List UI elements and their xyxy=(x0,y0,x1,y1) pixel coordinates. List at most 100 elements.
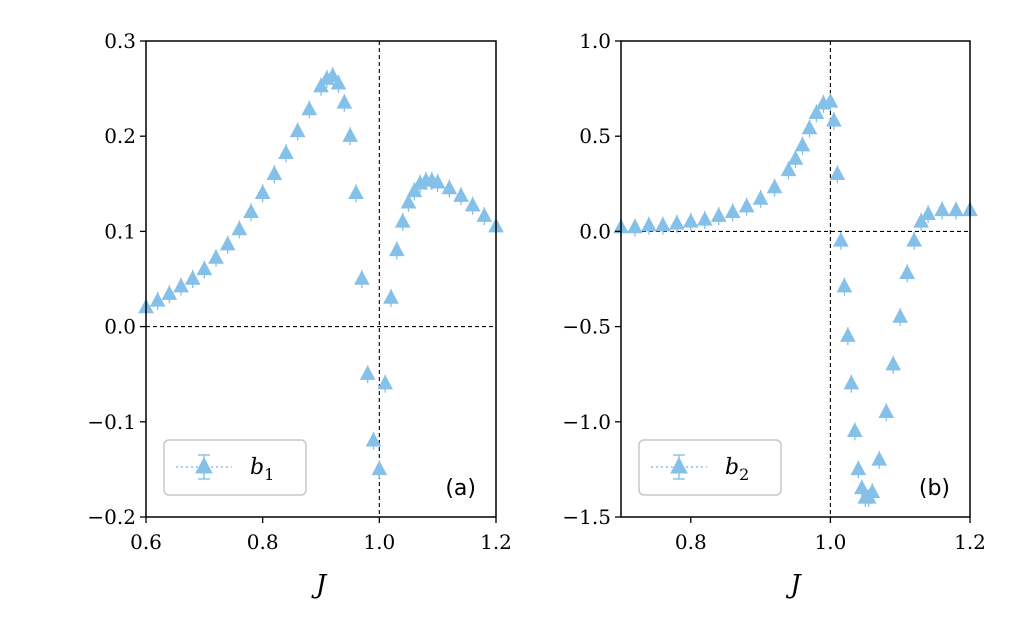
data-point-a xyxy=(348,184,364,203)
triangle-marker-a xyxy=(377,374,394,390)
triangle-marker-a xyxy=(266,165,283,180)
triangle-marker-b xyxy=(899,264,916,279)
data-point-a xyxy=(353,270,370,288)
triangle-marker-a xyxy=(254,184,271,200)
data-point-a xyxy=(243,203,259,222)
data-point-b xyxy=(682,212,699,231)
triangle-marker-b xyxy=(833,232,849,247)
triangle-marker-a xyxy=(208,249,224,264)
data-point-b xyxy=(836,277,853,296)
triangle-marker-b xyxy=(843,374,860,390)
data-point-a xyxy=(161,285,178,304)
data-point-a xyxy=(208,249,224,268)
triangle-marker-b xyxy=(846,422,863,438)
data-point-b xyxy=(822,92,839,111)
triangle-marker-a xyxy=(330,74,347,90)
y-tick-label-b: −1.5 xyxy=(562,505,611,529)
legend-triangle-marker-a xyxy=(195,456,213,474)
triangle-marker-b xyxy=(829,165,846,180)
triangle-marker-b xyxy=(822,93,839,108)
triangle-marker-b xyxy=(655,216,671,232)
triangle-marker-b xyxy=(696,211,713,226)
data-point-b xyxy=(808,104,825,123)
data-point-b xyxy=(829,165,846,184)
triangle-marker-b xyxy=(850,460,867,476)
data-point-b xyxy=(864,483,881,502)
triangle-marker-b xyxy=(885,355,902,371)
data-point-a xyxy=(342,127,359,146)
data-point-a xyxy=(289,122,306,141)
data-point-b xyxy=(641,216,657,235)
triangle-marker-b xyxy=(892,308,909,323)
data-point-b xyxy=(846,422,863,441)
data-point-b xyxy=(885,355,902,374)
x-axis-label-a: J xyxy=(311,570,328,600)
legend-a: b1 xyxy=(163,439,307,496)
plot-frame-b xyxy=(620,40,971,518)
data-point-b xyxy=(920,205,936,224)
triangle-marker-a xyxy=(429,173,446,189)
triangle-marker-b xyxy=(808,104,825,120)
data-point-b xyxy=(738,197,755,216)
x-tick-label-a: 1.2 xyxy=(480,530,512,554)
x-tick-label-a: 0.6 xyxy=(130,530,162,554)
y-tick-label-b: 1.0 xyxy=(579,29,611,53)
data-point-b xyxy=(906,231,922,250)
triangle-marker-b xyxy=(752,190,769,205)
data-point-b xyxy=(724,203,741,222)
triangle-marker-b xyxy=(836,277,853,293)
triangle-marker-a xyxy=(464,196,481,212)
data-point-a xyxy=(406,182,423,201)
triangle-marker-a xyxy=(359,365,376,380)
triangle-marker-a xyxy=(231,220,248,236)
x-tick-label-b: 1.2 xyxy=(954,530,986,554)
triangle-marker-a xyxy=(476,207,493,222)
x-tick-label-a: 0.8 xyxy=(247,530,279,554)
panel-b: 0.8 1.0 1.2 −1.5 −1.0 −0.5 0.0 0.5 1.0 J (b) b2 xyxy=(562,29,985,600)
triangle-marker-a xyxy=(313,77,329,93)
data-point-a xyxy=(453,187,469,206)
data-point-a xyxy=(149,291,166,310)
data-point-a xyxy=(278,144,294,163)
legend-triangle-marker-b xyxy=(670,456,688,474)
data-point-a xyxy=(219,235,236,254)
data-point-a xyxy=(313,77,329,96)
triangle-marker-b xyxy=(840,327,856,342)
triangle-marker-b xyxy=(853,479,870,495)
data-point-a xyxy=(336,93,353,112)
triangle-marker-b xyxy=(724,203,741,219)
triangle-marker-a xyxy=(383,289,399,304)
data-point-b xyxy=(913,212,929,231)
data-point-b xyxy=(871,450,888,469)
data-point-a xyxy=(173,277,189,296)
triangle-marker-a xyxy=(219,235,236,251)
triangle-marker-b xyxy=(920,205,936,220)
data-point-a xyxy=(266,165,283,184)
data-point-a xyxy=(464,196,481,215)
data-point-b xyxy=(934,201,950,220)
y-tick-label-b: −1.0 xyxy=(562,410,611,434)
triangle-marker-a xyxy=(301,100,318,116)
triangle-marker-a xyxy=(353,270,370,285)
legend-label-b: b2 xyxy=(725,455,749,484)
x-tick-label-b: 0.8 xyxy=(675,530,707,554)
y-tick-label-a: 0.1 xyxy=(104,219,136,243)
data-point-a xyxy=(388,241,405,260)
legend-box-b xyxy=(638,439,782,496)
triangle-marker-a xyxy=(196,260,213,276)
triangle-marker-a xyxy=(406,182,423,198)
triangle-marker-a xyxy=(173,277,189,293)
panel-label-a: (a) xyxy=(445,476,476,501)
triangle-marker-a xyxy=(324,67,341,82)
data-point-a xyxy=(377,374,394,393)
triangle-marker-b xyxy=(871,451,888,466)
data-point-a xyxy=(441,179,458,198)
data-point-b xyxy=(794,136,811,155)
panel-label-b: (b) xyxy=(919,476,950,501)
legend-label-a: b1 xyxy=(250,455,274,484)
y-tick-label-b: −0.5 xyxy=(562,315,611,339)
panel-a: 0.6 0.8 1.0 1.2 −0.2 −0.1 0.0 0.1 0.2 0.3 J (a) b1 xyxy=(87,29,511,600)
legend-label-base-a: b xyxy=(250,455,264,480)
data-point-b xyxy=(766,178,783,197)
triangle-marker-b xyxy=(906,232,922,247)
